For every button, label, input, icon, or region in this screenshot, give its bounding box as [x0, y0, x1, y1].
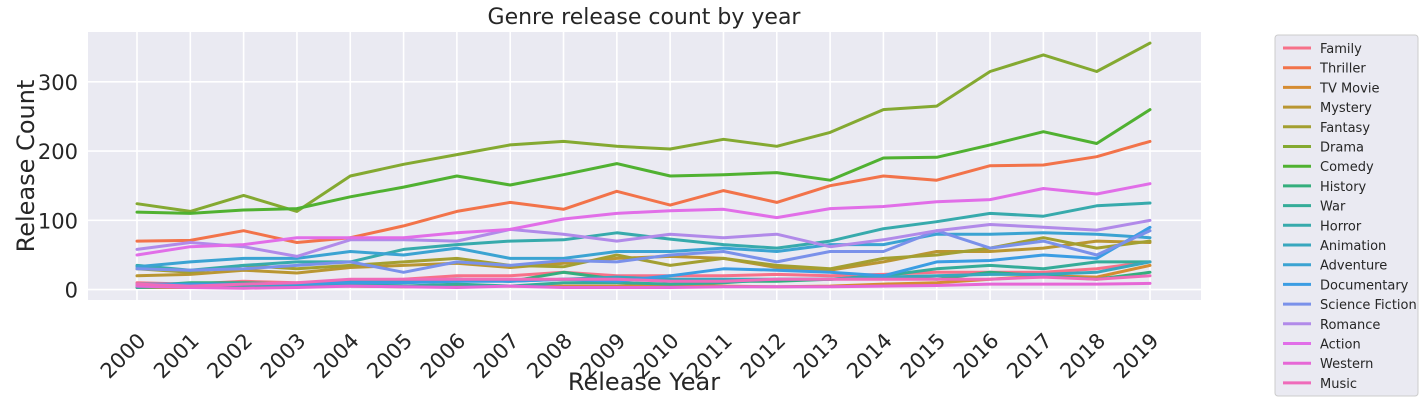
series-line-western: [135, 281, 1152, 290]
x-tick-label: 2017: [1002, 329, 1057, 384]
y-tick-label: 0: [65, 279, 78, 303]
legend-label-thriller: Thriller: [1319, 62, 1366, 77]
x-tick-label: 2016: [949, 329, 1004, 384]
x-tick-label: 2003: [256, 329, 311, 384]
x-tick-label: 2014: [842, 329, 897, 384]
legend-label-animation: Animation: [1320, 239, 1386, 254]
x-tick-label: 2002: [202, 329, 257, 384]
series-line-thriller: [135, 139, 1152, 244]
legend-label-fantasy: Fantasy: [1320, 121, 1370, 136]
series-line-horror: [135, 201, 1152, 272]
x-tick-label: 2007: [469, 329, 524, 384]
y-tick-label: 300: [38, 71, 78, 95]
series-line-action: [135, 182, 1152, 257]
y-axis-ticks: 0 100 200 300: [38, 71, 78, 303]
chart-title: Genre release count by year: [488, 5, 802, 30]
legend-label-western: Western: [1320, 357, 1373, 372]
series-line-romance: [135, 218, 1152, 258]
legend-label-family: Family: [1320, 42, 1362, 57]
legend-label-romance: Romance: [1320, 318, 1380, 333]
series-line-adventure: [135, 231, 1152, 269]
x-tick-label: 2000: [96, 329, 151, 384]
legend: Family Thriller TV Movie Mystery Fantasy Dram…: [1274, 34, 1419, 397]
x-tick-label: 2012: [736, 329, 791, 384]
legend-box: [1274, 34, 1419, 397]
legend-label-war: War: [1320, 200, 1346, 215]
legend-label-mystery: Mystery: [1320, 101, 1372, 116]
legend-items: Family Thriller TV Movie Mystery Fantasy Dram…: [1283, 42, 1417, 392]
series-lines: [135, 41, 1152, 290]
series-line-music: [135, 274, 1152, 288]
legend-label-adventure: Adventure: [1320, 259, 1387, 274]
legend-label-science-fiction: Science Fiction: [1320, 298, 1417, 313]
legend-label-documentary: Documentary: [1320, 278, 1409, 293]
legend-label-comedy: Comedy: [1320, 160, 1374, 175]
legend-label-tv-movie: TV Movie: [1319, 81, 1379, 96]
x-axis-label: Release Year: [568, 368, 720, 396]
legend-label-horror: Horror: [1320, 219, 1362, 234]
series-line-comedy: [135, 108, 1152, 215]
x-tick-label: 2001: [149, 329, 204, 384]
legend-label-drama: Drama: [1320, 141, 1364, 156]
x-tick-label: 2006: [416, 329, 471, 384]
series-line-fantasy: [135, 236, 1152, 274]
x-tick-label: 2019: [1109, 329, 1164, 384]
y-axis-label: Release Count: [12, 80, 40, 253]
x-tick-label: 2018: [1055, 329, 1110, 384]
y-tick-label: 200: [38, 140, 78, 164]
x-tick-label: 2015: [896, 329, 951, 384]
x-tick-label: 2005: [362, 329, 417, 384]
legend-label-history: History: [1320, 180, 1367, 195]
legend-label-music: Music: [1320, 377, 1357, 392]
series-line-science-fiction: [135, 229, 1152, 274]
x-tick-label: 2013: [789, 329, 844, 384]
legend-label-action: Action: [1320, 338, 1361, 353]
x-tick-label: 2004: [309, 329, 364, 384]
y-tick-label: 100: [38, 209, 78, 233]
series-line-documentary: [135, 225, 1152, 286]
